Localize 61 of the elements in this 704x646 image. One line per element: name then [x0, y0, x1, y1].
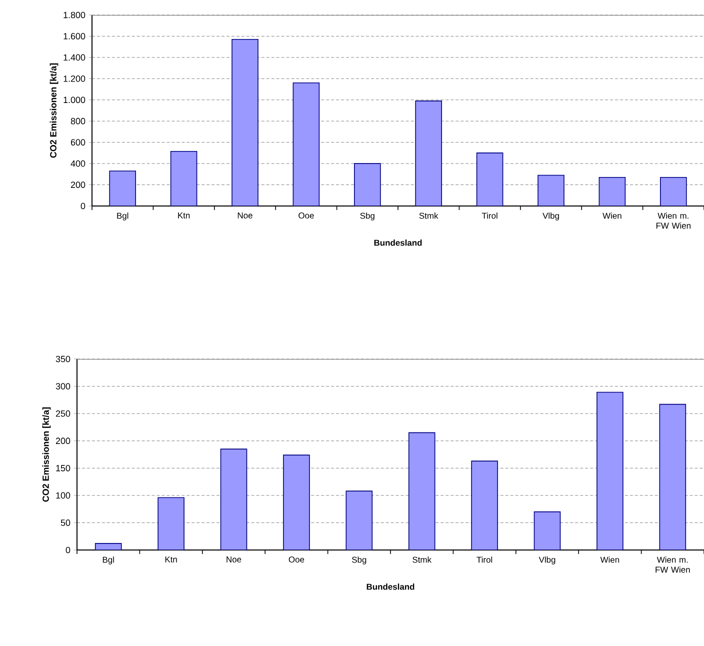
x-tick-label: Wien m. FW Wien [656, 556, 690, 573]
x-tick-label: Sbg [352, 556, 366, 564]
bar [659, 404, 686, 550]
y-tick-label: 200 [70, 182, 86, 188]
x-tick-label: Bgl [117, 212, 128, 220]
x-tick-label: Ktn [165, 556, 177, 562]
y-tick-label: 150 [56, 464, 70, 472]
bar [109, 170, 136, 206]
y-tick-label: 0 [80, 202, 86, 210]
x-tick-label: Ktn [178, 212, 190, 218]
x-tick-label: Wien m. FW Wien [656, 212, 690, 229]
y-tick-label: 1.400 [64, 54, 86, 61]
x-tick-label: Vlbg [538, 556, 556, 564]
x-tick-label: Wien [600, 556, 620, 563]
x-tick-label: Vlbg [542, 212, 559, 220]
bar [660, 176, 687, 206]
x-tick-label: Noe [226, 556, 242, 562]
bar [408, 432, 436, 550]
bar [596, 392, 624, 550]
bar [354, 163, 381, 206]
bar [346, 490, 373, 550]
x-tick-label: Sbg [360, 212, 374, 220]
x-tick-label: Ooe [288, 556, 304, 563]
bar [476, 152, 504, 206]
y-tick-label: 600 [70, 139, 86, 146]
x-tick-label: Stmk [412, 556, 432, 563]
x-tick-label: Bgl [102, 556, 114, 564]
y-tick-label: 1.200 [64, 75, 86, 82]
y-tick-label: 350 [56, 356, 70, 362]
bar [292, 82, 320, 206]
y-tick-label: 800 [70, 118, 86, 124]
x-tick-label: Wien [602, 212, 622, 219]
x-axis-title: Bundesland [374, 240, 422, 246]
y-tick-label: 1.600 [64, 33, 86, 40]
bar [415, 100, 442, 206]
bar [220, 448, 248, 550]
x-tick-label: Tirol [482, 212, 498, 219]
y-axis-title: CO2 Emissionen [kt/a] [42, 407, 51, 502]
bar [158, 497, 184, 550]
bar [170, 150, 198, 206]
y-tick-label: 250 [56, 410, 70, 417]
x-tick-label: Stmk [419, 212, 438, 219]
y-tick-label: 300 [56, 383, 70, 390]
bar [538, 174, 564, 206]
bar [598, 176, 626, 206]
x-axis-title: Bundesland [366, 584, 414, 590]
y-tick-label: 50 [60, 520, 70, 526]
x-tick-label: Noe [238, 212, 252, 218]
x-tick-label: Ooe [298, 212, 314, 219]
y-tick-label: 1.000 [64, 96, 86, 104]
y-tick-label: 400 [70, 160, 86, 167]
bar [232, 39, 258, 206]
y-tick-label: 100 [56, 492, 70, 499]
bar [283, 454, 310, 550]
bar [471, 460, 498, 550]
y-tick-label: 1.800 [64, 12, 86, 18]
y-axis-title: CO2 Emissionen [kt/a] [50, 63, 58, 158]
y-tick-label: 200 [56, 438, 70, 444]
bar [534, 511, 561, 550]
x-tick-label: Tirol [476, 556, 492, 563]
y-tick-label: 0 [66, 546, 70, 554]
